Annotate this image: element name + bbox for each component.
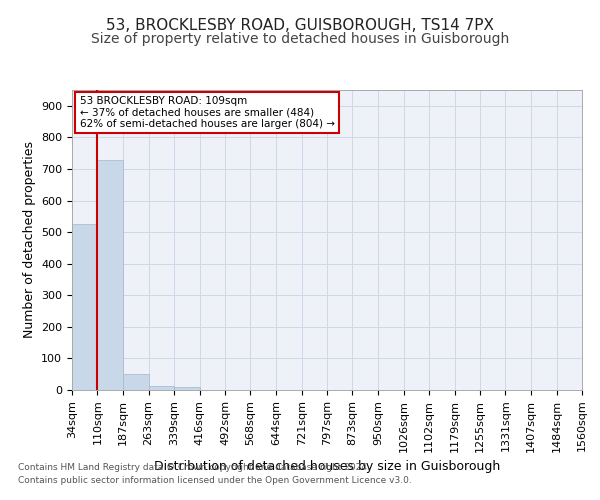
Bar	[149, 386, 174, 390]
Text: 53 BROCKLESBY ROAD: 109sqm
← 37% of detached houses are smaller (484)
62% of sem: 53 BROCKLESBY ROAD: 109sqm ← 37% of deta…	[80, 96, 335, 129]
Bar	[123, 374, 149, 390]
Text: Contains HM Land Registry data © Crown copyright and database right 2024.: Contains HM Land Registry data © Crown c…	[18, 464, 370, 472]
Text: Size of property relative to detached houses in Guisborough: Size of property relative to detached ho…	[91, 32, 509, 46]
Bar	[174, 386, 200, 390]
Text: Contains public sector information licensed under the Open Government Licence v3: Contains public sector information licen…	[18, 476, 412, 485]
Y-axis label: Number of detached properties: Number of detached properties	[23, 142, 35, 338]
Text: 53, BROCKLESBY ROAD, GUISBOROUGH, TS14 7PX: 53, BROCKLESBY ROAD, GUISBOROUGH, TS14 7…	[106, 18, 494, 32]
Bar	[97, 160, 123, 390]
Bar	[72, 224, 97, 390]
X-axis label: Distribution of detached houses by size in Guisborough: Distribution of detached houses by size …	[154, 460, 500, 473]
